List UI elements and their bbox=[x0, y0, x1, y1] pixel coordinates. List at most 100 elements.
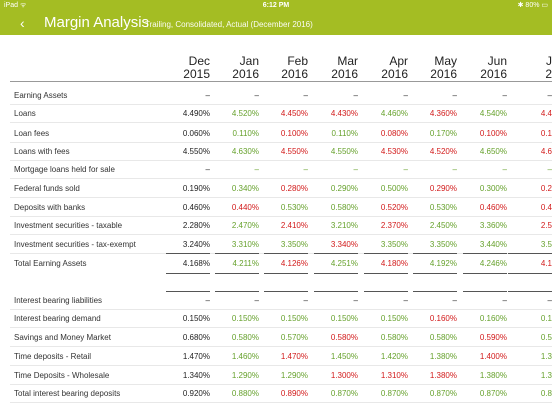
row-divider bbox=[10, 160, 552, 161]
table-cell: 4.550% bbox=[280, 147, 308, 156]
table-row[interactable]: Total Earning Assets 4.168% 4.211% 4.126% 4.… bbox=[0, 254, 552, 273]
table-cell: 2.450% bbox=[429, 221, 457, 230]
back-chevron-icon[interactable]: ‹ bbox=[20, 15, 25, 31]
table-cell: – bbox=[452, 165, 457, 174]
row-divider bbox=[10, 384, 552, 385]
table-cell: 0.870% bbox=[330, 389, 358, 398]
table-row[interactable]: Time deposits - Retail 1.470% 1.460% 1.470%… bbox=[0, 347, 552, 366]
table-cell: 1.400% bbox=[479, 352, 507, 361]
table-cell: 0.2 bbox=[540, 184, 552, 193]
table-cell: – bbox=[303, 91, 308, 100]
row-label: Federal funds sold bbox=[14, 184, 80, 193]
table-cell: 0.150% bbox=[231, 314, 259, 323]
table-cell: 4.630% bbox=[231, 147, 259, 156]
row-divider bbox=[10, 309, 552, 310]
table-row[interactable]: Loans 4.490% 4.520% 4.450% 4.430% 4.460% 4.360… bbox=[0, 104, 552, 123]
table-cell: 4.430% bbox=[330, 109, 358, 118]
table-cell: 0.570% bbox=[280, 333, 308, 342]
table-row[interactable]: Investment securities - taxable 2.280% 2.4… bbox=[0, 216, 552, 235]
row-label: Mortgage loans held for sale bbox=[14, 165, 115, 174]
table-cell: 1.290% bbox=[280, 371, 308, 380]
row-label: Earning Assets bbox=[14, 91, 68, 100]
table-cell: 4.360% bbox=[429, 109, 457, 118]
row-divider bbox=[10, 402, 552, 403]
column-year: 2016 bbox=[430, 67, 457, 81]
column-month: Jan bbox=[239, 54, 259, 68]
row-label: Investment securities - taxable bbox=[14, 221, 123, 230]
table-cell: 0.1 bbox=[540, 314, 552, 323]
row-label: Total Earning Assets bbox=[14, 259, 87, 268]
table-cell: 4.530% bbox=[380, 147, 408, 156]
row-divider bbox=[10, 142, 552, 143]
table-cell: 0.8 bbox=[540, 389, 552, 398]
total-underline bbox=[364, 273, 408, 274]
table-cell: 1.450% bbox=[330, 352, 358, 361]
table-cell: 0.460% bbox=[479, 203, 507, 212]
table-cell: 4.246% bbox=[479, 259, 507, 268]
table-cell: 4.168% bbox=[182, 259, 210, 268]
table-cell: 0.290% bbox=[330, 184, 358, 193]
table-cell: 3.350% bbox=[429, 240, 457, 249]
table-row[interactable]: Time Deposits - Wholesale 1.340% 1.290% 1.2… bbox=[0, 366, 552, 385]
table-row[interactable]: Loans with fees 4.550% 4.630% 4.550% 4.550% 4… bbox=[0, 142, 552, 161]
table-row[interactable]: Total interest bearing deposits 0.920% 0.8… bbox=[0, 384, 552, 403]
total-underline bbox=[364, 253, 408, 254]
table-cell: – bbox=[303, 296, 308, 305]
total-underline bbox=[413, 273, 457, 274]
total-underline bbox=[463, 253, 507, 254]
table-cell: – bbox=[547, 165, 552, 174]
table-cell: 0.580% bbox=[330, 333, 358, 342]
table-cell: 2.370% bbox=[380, 221, 408, 230]
table-cell: 4.650% bbox=[479, 147, 507, 156]
row-divider bbox=[10, 178, 552, 179]
row-label: Savings and Money Market bbox=[14, 333, 111, 342]
table-cell: 1.340% bbox=[182, 371, 210, 380]
table-cell: 0.160% bbox=[429, 314, 457, 323]
column-header: Mar 2016 bbox=[308, 55, 358, 81]
table-cell: – bbox=[205, 165, 210, 174]
table-row[interactable]: Investment securities - tax-exempt 3.240%… bbox=[0, 235, 552, 254]
table-cell: 0.300% bbox=[479, 184, 507, 193]
table-cell: 0.150% bbox=[330, 314, 358, 323]
table-row[interactable]: Earning Assets – – – – – – – – bbox=[0, 86, 552, 105]
table-cell: 4.520% bbox=[231, 109, 259, 118]
row-label: Loans bbox=[14, 109, 36, 118]
table-cell: 2.5 bbox=[540, 221, 552, 230]
total-underline bbox=[314, 291, 358, 292]
table-row[interactable]: Mortgage loans held for sale – – – – – – – – bbox=[0, 160, 552, 179]
table-cell: 4.126% bbox=[280, 259, 308, 268]
table-cell: 0.530% bbox=[429, 203, 457, 212]
table-row[interactable]: Deposits with banks 0.460% 0.440% 0.530% 0.5… bbox=[0, 198, 552, 217]
table-cell: 1.380% bbox=[479, 371, 507, 380]
table-cell: – bbox=[353, 296, 358, 305]
table-row[interactable]: Interest bearing demand 0.150% 0.150% 0.150… bbox=[0, 309, 552, 328]
table-cell: 3.310% bbox=[231, 240, 259, 249]
table-cell: 0.170% bbox=[429, 129, 457, 138]
table-cell: 0.520% bbox=[380, 203, 408, 212]
table-cell: 0.880% bbox=[231, 389, 259, 398]
total-underline bbox=[264, 253, 308, 254]
column-month: May bbox=[434, 54, 457, 68]
table-cell: 1.290% bbox=[231, 371, 259, 380]
table-row[interactable]: Interest bearing liabilities – – – – – – – – bbox=[0, 291, 552, 310]
table-cell: 0.580% bbox=[231, 333, 259, 342]
table-cell: 0.340% bbox=[231, 184, 259, 193]
table-cell: – bbox=[452, 91, 457, 100]
table-cell: 3.340% bbox=[330, 240, 358, 249]
table-cell: 0.580% bbox=[380, 333, 408, 342]
table-cell: 4.6 bbox=[540, 147, 552, 156]
column-month: Dec bbox=[188, 54, 210, 68]
column-header: Apr 2016 bbox=[358, 55, 408, 81]
table-cell: – bbox=[502, 296, 507, 305]
margin-table[interactable]: Dec 2015 Jan 2016 Feb 2016 Mar 2016 Apr 2016 May 20… bbox=[0, 35, 552, 414]
table-row[interactable]: Loan fees 0.060% 0.110% 0.100% 0.110% 0.080% 0… bbox=[0, 124, 552, 143]
table-cell: 3.440% bbox=[479, 240, 507, 249]
table-row[interactable]: Savings and Money Market 0.680% 0.580% 0.57… bbox=[0, 328, 552, 347]
total-underline bbox=[215, 253, 259, 254]
table-cell: 0.580% bbox=[429, 333, 457, 342]
table-row[interactable]: Federal funds sold 0.190% 0.340% 0.280% 0.29… bbox=[0, 179, 552, 198]
total-underline bbox=[264, 291, 308, 292]
table-cell: 0.890% bbox=[280, 389, 308, 398]
column-header: Dec 2015 bbox=[160, 55, 210, 81]
column-header: May 2016 bbox=[407, 55, 457, 81]
